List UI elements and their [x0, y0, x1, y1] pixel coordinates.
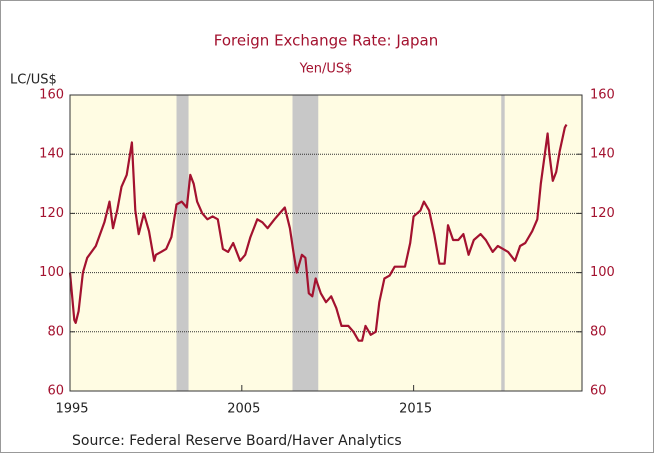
y-tick-label: 80: [47, 324, 64, 339]
chart-subtitle: Yen/US$: [299, 62, 353, 77]
x-tick-label: 2005: [227, 402, 260, 417]
source-note: Source: Federal Reserve Board/Haver Anal…: [72, 433, 402, 449]
y-tick-label: 60: [47, 384, 64, 399]
y2-tick-label: 60: [590, 384, 607, 399]
recession-shade: [501, 95, 505, 391]
y-tick-label: 160: [39, 88, 64, 103]
data-line: [68, 124, 568, 342]
chart-title: Foreign Exchange Rate: Japan: [214, 32, 438, 50]
y2-tick-label: 140: [590, 147, 615, 162]
y-axis-label: LC/US$: [10, 73, 57, 88]
x-tick-label: 2015: [399, 402, 432, 417]
y-tick-label: 100: [39, 265, 64, 280]
y-tick-label: 140: [39, 147, 64, 162]
y2-tick-label: 80: [590, 324, 607, 339]
x-tick-label: 1995: [55, 402, 88, 417]
plot-background: [70, 95, 582, 391]
plot-border: [69, 94, 583, 392]
recession-shade: [176, 95, 189, 391]
recession-shade: [292, 95, 319, 391]
y2-tick-label: 100: [590, 265, 615, 280]
y-tick-label: 120: [39, 206, 64, 221]
y2-tick-label: 160: [590, 88, 615, 103]
y2-tick-label: 120: [590, 206, 615, 221]
